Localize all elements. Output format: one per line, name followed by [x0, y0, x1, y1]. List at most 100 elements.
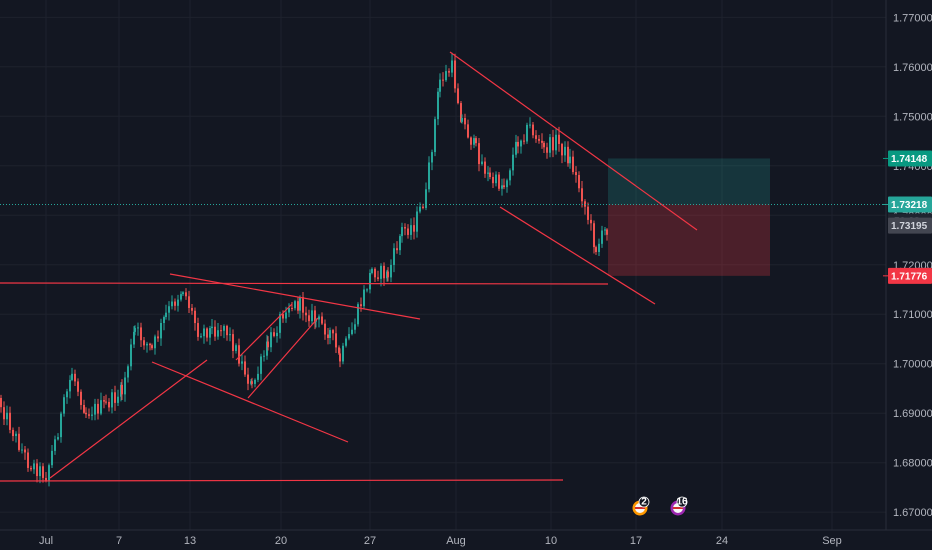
candle-body [318, 316, 320, 320]
position-tool[interactable] [608, 158, 770, 276]
candle-body [371, 268, 373, 273]
candle-body [146, 343, 148, 346]
stop-price-tag-bg [888, 267, 932, 284]
candle-body [36, 463, 38, 477]
trend-line-drawings[interactable] [0, 51, 698, 482]
candle-body [342, 345, 344, 362]
candle-body [134, 328, 136, 332]
candle-body [324, 323, 326, 335]
grid-lines [0, 0, 886, 530]
candle-body [567, 146, 569, 164]
candle-body [48, 465, 50, 481]
horizontal-base-line[interactable] [0, 479, 564, 482]
loss-zone[interactable] [608, 204, 770, 276]
candle-body [121, 384, 123, 395]
price-tick-label: 1.71000 [893, 309, 932, 321]
candle-body [390, 264, 392, 278]
price-tick-label: 1.76000 [893, 62, 932, 74]
candle-body [558, 134, 560, 144]
candle-body [454, 60, 456, 89]
event-badge[interactable]: 16 [669, 496, 688, 517]
candle-body [543, 142, 545, 148]
candle-body [282, 314, 284, 319]
target-price-tag: 1.74148 [891, 154, 928, 165]
candle-body [305, 312, 307, 316]
price-tick-label: 1.68000 [893, 458, 932, 470]
channel-line-a[interactable] [235, 303, 293, 361]
descending-channel-lower-line[interactable] [499, 206, 656, 305]
candle-body [276, 332, 278, 337]
candle-body [244, 361, 246, 375]
candle-body [498, 174, 500, 189]
descending-channel-upper-line[interactable] [449, 51, 698, 231]
candle-body [464, 118, 466, 125]
candle-body [174, 301, 176, 306]
candle-body [254, 379, 256, 384]
candle-body [130, 344, 132, 367]
candle-body [97, 403, 99, 414]
candle-body [517, 141, 519, 147]
candle-body [357, 304, 359, 325]
candle-body [431, 152, 433, 163]
triangle-upper-line[interactable] [169, 273, 421, 320]
candle-body [495, 174, 497, 184]
candle-body [575, 172, 577, 176]
candle-body [45, 477, 47, 481]
event-badges[interactable]: 2 16 [631, 496, 688, 517]
price-axis[interactable]: 1.670001.680001.690001.700001.710001.720… [885, 0, 932, 530]
candle-body [329, 330, 331, 338]
candle-body [85, 412, 87, 415]
candle-body [601, 230, 603, 244]
candle-body [512, 154, 514, 171]
candle-body [578, 175, 580, 189]
candle-body [238, 345, 240, 364]
profit-zone[interactable] [608, 158, 770, 205]
candle-body [74, 373, 76, 382]
candle-body [445, 71, 447, 81]
candle-body [94, 403, 96, 415]
rising-trend-line[interactable] [49, 359, 208, 479]
price-tick-label: 1.70000 [893, 359, 932, 371]
event-badge[interactable]: 2 [631, 497, 650, 517]
candle-body [247, 374, 249, 384]
candle-body [235, 345, 237, 351]
candle-body [291, 307, 293, 309]
candle-body [270, 332, 272, 348]
candle-body [549, 137, 551, 153]
candle-body [209, 328, 211, 338]
candle-body [492, 177, 494, 184]
candle-body [393, 248, 395, 265]
badge-count-bg [676, 496, 688, 508]
candle-body [478, 143, 480, 165]
candle-body [77, 381, 79, 392]
time-tick-label: Jul [39, 535, 53, 547]
candle-body [182, 292, 184, 295]
candle-body [484, 161, 486, 174]
candle-body [160, 322, 162, 339]
candle-body [188, 296, 190, 308]
candle-body [529, 124, 531, 126]
candle-body [124, 377, 126, 395]
candle-body [569, 156, 571, 164]
candle-body [299, 297, 301, 311]
time-tick-label: 27 [364, 535, 376, 547]
candle-body [526, 124, 528, 142]
channel-line-b[interactable] [247, 317, 319, 399]
time-axis[interactable]: Jul 7 13 20 27 Aug 10 17 24 Sep [0, 529, 932, 550]
candle-body [366, 289, 368, 291]
candle-body [200, 336, 202, 338]
horizontal-support-line[interactable] [0, 282, 609, 285]
candle-body [114, 392, 116, 403]
candle-body [91, 414, 93, 416]
candle-body [42, 466, 44, 478]
candle-body [165, 312, 167, 318]
candle-body [399, 236, 401, 251]
candle-body [321, 316, 323, 324]
candle-body [229, 334, 231, 336]
candle-body [561, 143, 563, 156]
candle-body [541, 140, 543, 143]
falling-wedge-lower-line[interactable] [151, 361, 349, 443]
candle-body [294, 301, 296, 309]
